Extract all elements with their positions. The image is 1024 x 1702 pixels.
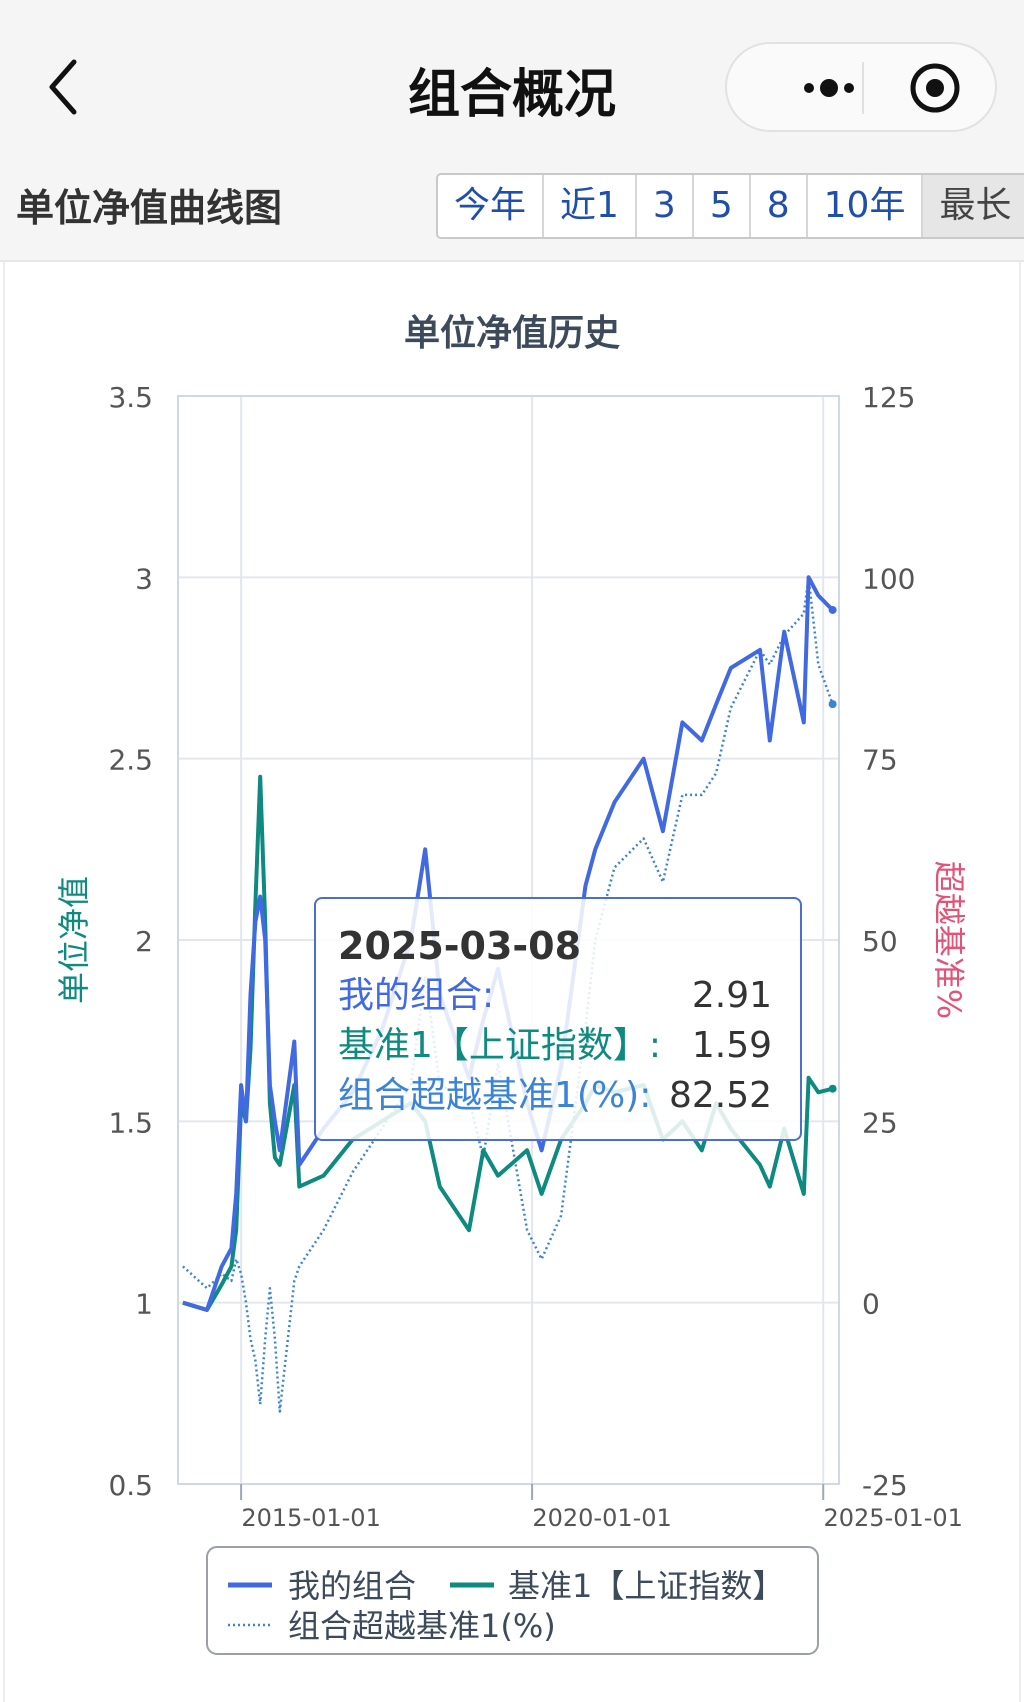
page-title: 组合概况 <box>407 65 616 125</box>
legend-label-benchmark[interactable]: 基准1【上证指数】 <box>508 1567 784 1605</box>
y2-tick-label: -25 <box>862 1469 908 1502</box>
tooltip-value-benchmark: 1.59 <box>691 1025 772 1066</box>
y2-tick-label: 125 <box>862 381 915 414</box>
series-line-benchmark-end-point <box>828 1084 837 1093</box>
chart-title: 单位净值历史 <box>404 313 620 354</box>
more-dots-icon[interactable] <box>767 44 877 130</box>
section-title: 单位净值曲线图 <box>16 186 283 230</box>
plot-area <box>177 395 840 1485</box>
y-tick-label: 3.5 <box>108 381 153 414</box>
y2-axis-ticks: 125 100 75 50 25 0 -25 <box>862 381 915 1502</box>
y2-axis-label: 超越基准% <box>930 861 968 1019</box>
y-axis-label: 单位净值 <box>55 876 93 1004</box>
y-tick-label: 1 <box>135 1288 153 1321</box>
range-button-1y[interactable]: 近1 <box>544 175 637 237</box>
legend-box <box>206 1546 819 1655</box>
legend[interactable]: 我的组合 基准1【上证指数】 组合超越基准1(%) <box>206 1546 819 1655</box>
tooltip-value-excess: 82.52 <box>668 1075 772 1116</box>
close-target-icon[interactable] <box>907 60 963 116</box>
x-tick-label: 2015-01-01 <box>241 1504 380 1532</box>
range-button-5y[interactable]: 5 <box>694 175 751 237</box>
y-tick-label: 3 <box>135 562 153 595</box>
y2-tick-label: 50 <box>862 925 898 958</box>
tooltip-row-benchmark: 基准1【上证指数】: 1.59 <box>338 1021 772 1071</box>
tooltip-label-excess: 组合超越基准1(%): <box>338 1075 652 1116</box>
tooltip-value-portfolio: 2.91 <box>691 975 772 1016</box>
nav-bar: 组合概况 <box>0 0 1024 155</box>
tooltip-label-portfolio: 我的组合: <box>338 975 495 1016</box>
mini-program-capsule <box>725 42 997 132</box>
back-chevron-icon[interactable] <box>40 52 90 122</box>
x-tick-label: 2025-01-01 <box>823 1504 962 1532</box>
series-line-excess-end-point <box>828 700 837 709</box>
y-axis-ticks: 3.5 3 2.5 2 1.5 1 0.5 <box>108 381 153 1502</box>
y2-tick-label: 25 <box>862 1106 898 1139</box>
capsule-divider <box>862 62 864 114</box>
nav-history-chart[interactable]: 单位净值历史 3.532.521.510.5 1251007550250-25 … <box>0 262 1024 1702</box>
x-axis-ticks: 2015-01-01 2020-01-01 2025-01-01 <box>240 1484 963 1532</box>
series-line-portfolio-end-point <box>828 605 837 614</box>
y-tick-label: 1.5 <box>108 1106 153 1139</box>
range-button-max[interactable]: 最长 <box>923 175 1024 237</box>
legend-label-excess[interactable]: 组合超越基准1(%) <box>288 1607 556 1645</box>
tooltip-date: 2025-03-08 <box>338 924 582 968</box>
tooltip-row-portfolio: 我的组合: 2.91 <box>338 971 772 1021</box>
tooltip-label-benchmark: 基准1【上证指数】: <box>338 1025 662 1066</box>
y2-tick-label: 75 <box>862 744 898 777</box>
range-button-10y[interactable]: 10年 <box>808 175 924 237</box>
range-button-ytd[interactable]: 今年 <box>438 175 545 237</box>
x-tick-label: 2020-01-01 <box>532 1504 671 1532</box>
range-selector: 今年 近1 3 5 8 10年 最长 <box>436 173 1024 239</box>
legend-label-portfolio[interactable]: 我的组合 <box>288 1567 416 1605</box>
chart-tooltip: 2025-03-08 我的组合: 2.91 基准1【上证指数】: 1.59 组合… <box>314 897 802 1141</box>
tooltip-row-excess: 组合超越基准1(%): 82.52 <box>338 1071 772 1121</box>
y2-tick-label: 100 <box>862 562 915 595</box>
y-tick-label: 2 <box>135 925 153 958</box>
y2-tick-label: 0 <box>862 1288 880 1321</box>
y-tick-label: 0.5 <box>108 1469 153 1502</box>
range-button-3y[interactable]: 3 <box>637 175 694 237</box>
y-tick-label: 2.5 <box>108 744 153 777</box>
range-button-8y[interactable]: 8 <box>751 175 808 237</box>
section-header: 单位净值曲线图 今年 近1 3 5 8 10年 最长 <box>0 155 1024 262</box>
